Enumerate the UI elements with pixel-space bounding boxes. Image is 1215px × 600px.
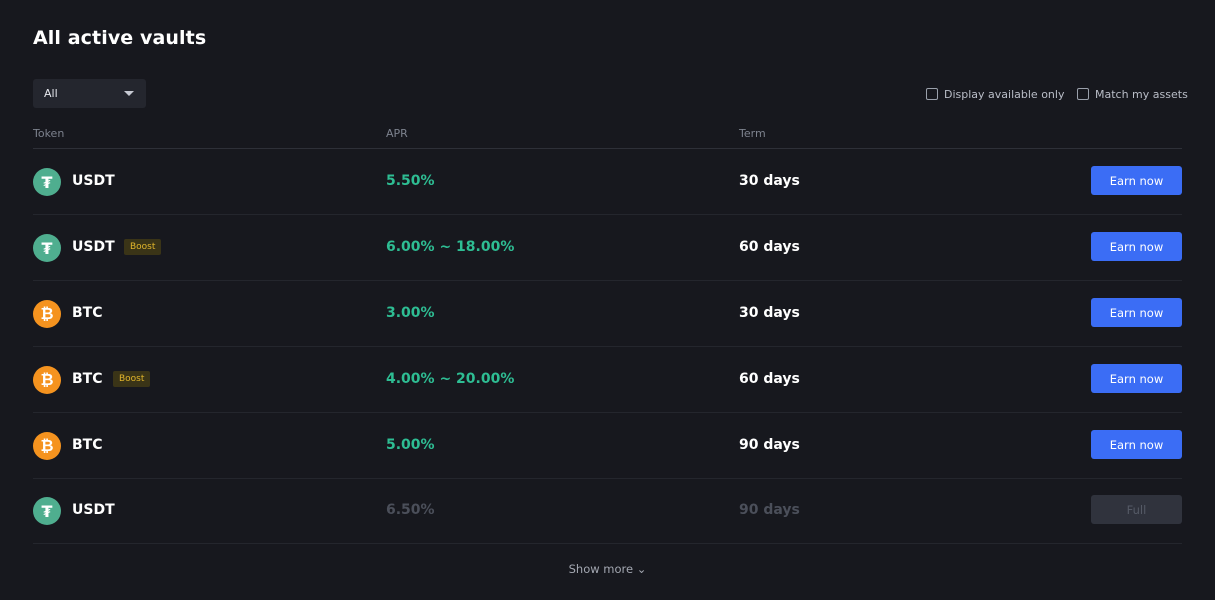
usdt-icon: ₮ <box>33 497 61 525</box>
apr-value: 3.00% <box>386 305 435 321</box>
header-apr: APR <box>386 127 408 140</box>
caret-down-icon <box>124 91 134 96</box>
token-name: USDT <box>72 173 115 189</box>
earn-now-button[interactable]: Earn now <box>1091 166 1182 195</box>
token-filter-select[interactable]: All <box>33 79 146 108</box>
page-title: All active vaults <box>33 27 207 49</box>
match-my-assets-checkbox[interactable]: Match my assets <box>1077 87 1188 101</box>
table-row: ₿ BTC 3.00% 30 days Earn now <box>33 281 1182 347</box>
term-value: 90 days <box>739 437 800 453</box>
term-value: 60 days <box>739 239 800 255</box>
earn-now-button[interactable]: Earn now <box>1091 364 1182 393</box>
term-value: 90 days <box>739 502 800 518</box>
match-my-assets-label: Match my assets <box>1095 87 1188 101</box>
btc-icon: ₿ <box>33 432 61 460</box>
usdt-icon: ₮ <box>33 168 61 196</box>
table-row: ₮ USDT 6.50% 90 days Full <box>33 478 1182 544</box>
earn-now-button[interactable]: Earn now <box>1091 232 1182 261</box>
btc-icon: ₿ <box>33 300 61 328</box>
table-row: ₮ USDT Boost 6.00% ~ 18.00% 60 days Earn… <box>33 215 1182 281</box>
token-filter-value: All <box>44 87 58 100</box>
checkbox-icon <box>926 88 938 100</box>
table-row: ₿ BTC Boost 4.00% ~ 20.00% 60 days Earn … <box>33 347 1182 413</box>
token-name: USDT <box>72 239 115 255</box>
earn-now-button[interactable]: Earn now <box>1091 298 1182 327</box>
full-button: Full <box>1091 495 1182 524</box>
term-value: 30 days <box>739 173 800 189</box>
show-more-link[interactable]: Show more ⌄ <box>568 562 647 576</box>
apr-value: 6.50% <box>386 502 435 518</box>
apr-value: 5.00% <box>386 437 435 453</box>
token-name: BTC <box>72 437 103 453</box>
table-row: ₿ BTC 5.00% 90 days Earn now <box>33 413 1182 479</box>
table-row: ₮ USDT 5.50% 30 days Earn now <box>33 149 1182 215</box>
table-header: Token APR Term <box>33 127 1182 149</box>
apr-value: 5.50% <box>386 173 435 189</box>
apr-value: 4.00% ~ 20.00% <box>386 371 515 387</box>
usdt-icon: ₮ <box>33 234 61 262</box>
display-available-only-checkbox[interactable]: Display available only <box>926 87 1064 101</box>
boost-badge: Boost <box>113 371 151 387</box>
header-term: Term <box>739 127 766 140</box>
term-value: 30 days <box>739 305 800 321</box>
boost-badge: Boost <box>124 239 162 255</box>
display-available-only-label: Display available only <box>944 87 1065 101</box>
term-value: 60 days <box>739 371 800 387</box>
token-name: BTC <box>72 371 103 387</box>
checkbox-icon <box>1077 88 1089 100</box>
token-name: USDT <box>72 502 115 518</box>
token-name: BTC <box>72 305 103 321</box>
apr-value: 6.00% ~ 18.00% <box>386 239 515 255</box>
btc-icon: ₿ <box>33 366 61 394</box>
header-token: Token <box>33 127 65 140</box>
earn-now-button[interactable]: Earn now <box>1091 430 1182 459</box>
